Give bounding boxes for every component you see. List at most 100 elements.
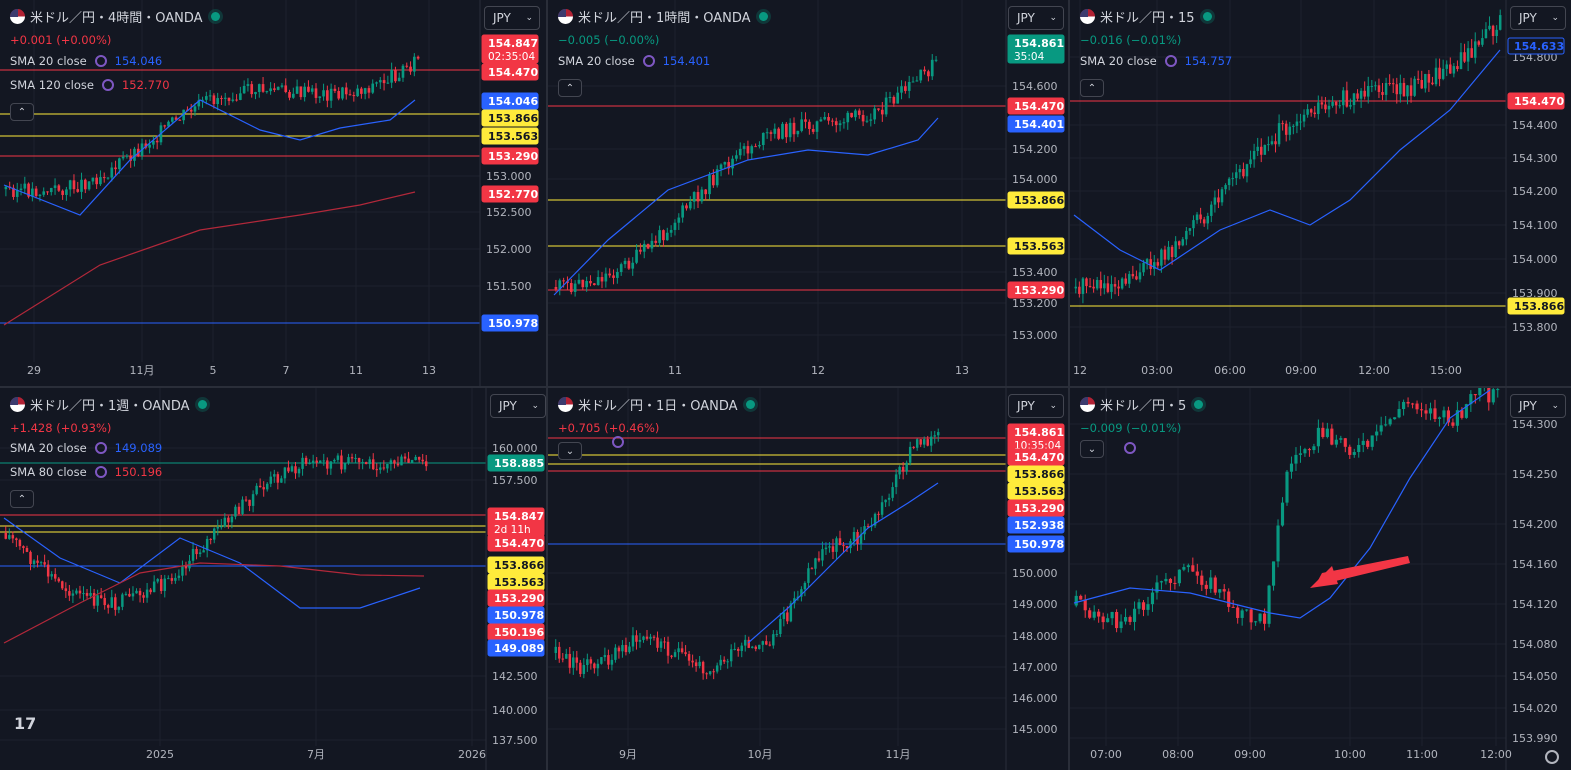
indicator-legend[interactable]: SMA 20 close 149.089 — [10, 441, 162, 455]
legend-toggle-button[interactable]: ⌃ — [10, 490, 34, 508]
indicator-legend[interactable]: SMA 20 close 154.046 — [10, 54, 162, 68]
candle-body — [1173, 582, 1177, 584]
indicator-legend[interactable]: SMA 20 close 154.757 — [1080, 54, 1232, 68]
price-badge — [1507, 37, 1565, 55]
price-badge-label: 154.470 — [1514, 95, 1564, 108]
symbol-header[interactable]: 米ドル／円・15 — [1080, 7, 1212, 26]
candle-body — [912, 446, 915, 448]
candle-body — [61, 581, 64, 589]
candle-body — [1117, 286, 1120, 289]
candle-body — [1227, 591, 1231, 607]
price-badge-label: 158.885 — [494, 457, 544, 470]
indicator-legend[interactable]: SMA 20 close 154.401 — [558, 54, 710, 68]
chart-panel-4h[interactable]: 153.000 152.500 152.000 151.500 29 11月 5 7 11 13 1… — [0, 0, 546, 386]
candle-body — [863, 526, 866, 535]
candle-body — [1153, 262, 1156, 269]
candle-body — [297, 468, 301, 474]
candle-body — [765, 641, 768, 645]
symbol-header[interactable]: 米ドル／円・4時間・OANDA — [10, 7, 220, 26]
candle-body — [1424, 410, 1428, 414]
candle-body — [807, 568, 810, 583]
indicator-settings-icon[interactable] — [612, 436, 624, 448]
currency-select[interactable]: JPY ⌄ — [490, 394, 546, 418]
price-badge-label: 153.290 — [488, 150, 538, 163]
currency-select[interactable]: JPY ⌄ — [1008, 394, 1064, 418]
candle-body — [68, 180, 72, 190]
candle-body — [934, 59, 938, 61]
chart-panel-1w[interactable]: 160.000 157.500 142.500 140.000 137.500 2025 7… — [0, 388, 546, 770]
legend-toggle-button[interactable]: ⌃ — [1080, 79, 1104, 97]
legend-toggle-button[interactable]: ⌃ — [558, 79, 582, 97]
indicator-legend[interactable]: SMA 120 close 152.770 — [10, 78, 170, 92]
time-tick-label: 06:00 — [1214, 364, 1246, 377]
indicator-settings-icon[interactable] — [94, 55, 107, 67]
candle-body — [1330, 428, 1334, 445]
candle-body — [1451, 422, 1455, 426]
candle-body — [333, 459, 336, 462]
candle-body — [1174, 241, 1177, 258]
sma-line — [3, 191, 416, 326]
candle-body — [8, 535, 11, 539]
chart-panel-1d[interactable]: 150.000 149.000 148.000 147.000 146.000 145.0… — [548, 388, 1068, 770]
legend-toggle-button[interactable]: ⌄ — [558, 442, 582, 460]
symbol-header[interactable]: 米ドル／円・1日・OANDA — [558, 395, 755, 414]
candle-body — [1177, 241, 1181, 246]
candle-body — [901, 466, 905, 472]
indicator-legend[interactable] — [604, 436, 632, 448]
candle-body — [273, 88, 276, 90]
price-tick-label: 154.600 — [1012, 80, 1058, 93]
sma-line — [3, 562, 425, 644]
candle-body — [1397, 409, 1401, 418]
indicator-label: SMA 20 close — [10, 54, 87, 68]
legend-toggle-button[interactable]: ⌃ — [10, 103, 34, 121]
candle-body — [1312, 446, 1316, 451]
price-badge-label: 153.290 — [494, 592, 544, 605]
indicator-settings-icon[interactable] — [94, 442, 107, 454]
candle-body — [1227, 178, 1231, 186]
candle-body — [1402, 82, 1406, 97]
candle-body — [738, 148, 742, 156]
candle-body — [1410, 403, 1415, 405]
chart-panel-5m[interactable]: 154.300 154.250 154.200 154.160 154.120 154.0… — [1070, 388, 1571, 770]
symbol-header[interactable]: 米ドル／円・1週・OANDA — [10, 395, 207, 414]
indicator-settings-icon[interactable] — [1124, 442, 1136, 454]
symbol-header[interactable]: 米ドル／円・5 — [1080, 395, 1204, 414]
price-badge — [481, 127, 539, 145]
indicator-settings-icon[interactable] — [101, 79, 114, 91]
currency-select[interactable]: JPY ⌄ — [484, 6, 540, 30]
candle-body — [575, 657, 579, 663]
settings-gear-icon[interactable] — [1545, 750, 1559, 764]
price-tick-label: 160.000 — [492, 442, 538, 455]
candle-body — [744, 639, 747, 646]
symbol-header[interactable]: 米ドル／円・1時間・OANDA — [558, 7, 768, 26]
candle-body — [627, 260, 631, 269]
candle-body — [1334, 101, 1338, 106]
chart-panel-15m[interactable]: 154.800 154.400 154.300 154.200 154.100 154.0… — [1070, 0, 1571, 386]
candle-body — [742, 146, 746, 149]
candle-body — [1238, 169, 1242, 173]
legend-toggle-button[interactable]: ⌄ — [1080, 440, 1104, 458]
currency-select[interactable]: JPY ⌄ — [1008, 6, 1064, 30]
chart-canvas-5m: 154.300 154.250 154.200 154.160 154.120 154.0… — [1070, 388, 1558, 770]
indicator-label: SMA 20 close — [10, 441, 87, 455]
candle-body — [53, 574, 57, 579]
candle-body — [1156, 262, 1160, 266]
candle-body — [375, 469, 379, 471]
chart-panel-1h[interactable]: 154.600 154.200 154.000 153.400 153.200 153.0… — [548, 0, 1068, 386]
candle-body — [329, 88, 333, 101]
indicator-settings-icon[interactable] — [1164, 55, 1177, 67]
price-change: −0.009 (−0.01%) — [1080, 421, 1182, 435]
currency-select[interactable]: JPY ⌄ — [1510, 394, 1566, 418]
candle-body — [1406, 85, 1409, 97]
indicator-legend[interactable]: SMA 80 close 150.196 — [10, 465, 162, 479]
indicator-settings-icon[interactable] — [94, 466, 107, 478]
indicator-settings-icon[interactable] — [642, 55, 655, 67]
price-badge-label: 153.563 — [488, 130, 538, 143]
candle-body — [248, 499, 251, 506]
candle-body — [727, 162, 731, 169]
candle-body — [201, 99, 204, 101]
indicator-legend[interactable] — [1116, 442, 1144, 454]
currency-select[interactable]: JPY ⌄ — [1510, 6, 1566, 30]
candle-body — [167, 121, 170, 127]
